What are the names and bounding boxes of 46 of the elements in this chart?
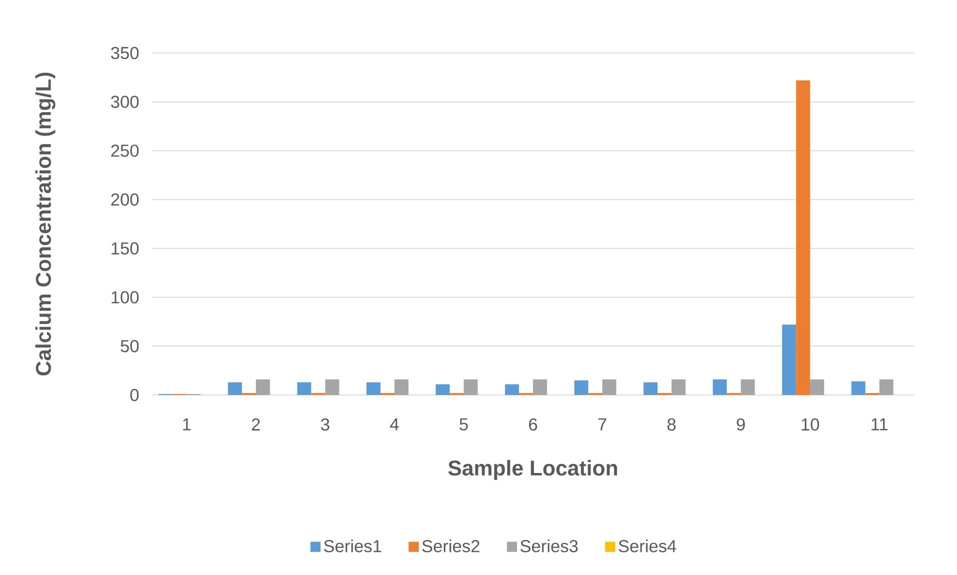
- bar: [464, 379, 478, 395]
- y-tick-label: 100: [112, 291, 139, 304]
- legend-label: Series2: [422, 540, 480, 552]
- x-tick-label: 5: [460, 418, 468, 430]
- bar: [297, 382, 312, 395]
- bar: [879, 379, 894, 395]
- x-tick-label: 6: [529, 418, 538, 431]
- y-tick-label: 300: [111, 96, 139, 108]
- y-tick-label: 350: [111, 46, 139, 60]
- y-tick-label: 200: [111, 193, 139, 206]
- bar: [672, 379, 686, 395]
- y-tick-label: 0: [130, 388, 139, 402]
- x-tick-label: 9: [736, 418, 745, 431]
- bar: [228, 382, 242, 395]
- bar: [602, 379, 616, 395]
- x-tick-label: 3: [321, 418, 330, 431]
- x-tick-label: 2: [252, 418, 260, 430]
- legend-label: Series3: [520, 540, 578, 552]
- bar: [740, 379, 755, 395]
- legend-label: Series1: [324, 540, 382, 552]
- bar: [533, 379, 548, 395]
- bar: [796, 80, 810, 395]
- bar: [256, 379, 270, 395]
- y-tick-label: 250: [111, 144, 139, 157]
- legend-label: Series4: [618, 540, 676, 552]
- bar: [574, 380, 588, 395]
- x-tick-label: 4: [390, 418, 399, 430]
- bar: [851, 381, 866, 395]
- x-tick-label: 7: [598, 418, 606, 430]
- bar: [436, 384, 450, 395]
- y-tick-label: 150: [112, 242, 139, 255]
- bar: [644, 382, 658, 395]
- y-axis-title: Calcium Concentration (mg/L): [35, 72, 56, 376]
- bar: [394, 379, 408, 395]
- x-axis-title: Sample Location: [448, 460, 618, 480]
- x-tick-label: 8: [667, 418, 676, 431]
- x-tick-label: 11: [872, 418, 888, 430]
- bar: [325, 379, 340, 395]
- bar: [366, 382, 380, 395]
- y-tick-label: 50: [120, 340, 139, 352]
- bar: [505, 384, 520, 395]
- bar: [782, 324, 796, 395]
- x-tick-label: 1: [183, 418, 191, 430]
- bar: [810, 379, 824, 395]
- x-tick-label: 10: [802, 418, 820, 431]
- bar: [712, 379, 727, 395]
